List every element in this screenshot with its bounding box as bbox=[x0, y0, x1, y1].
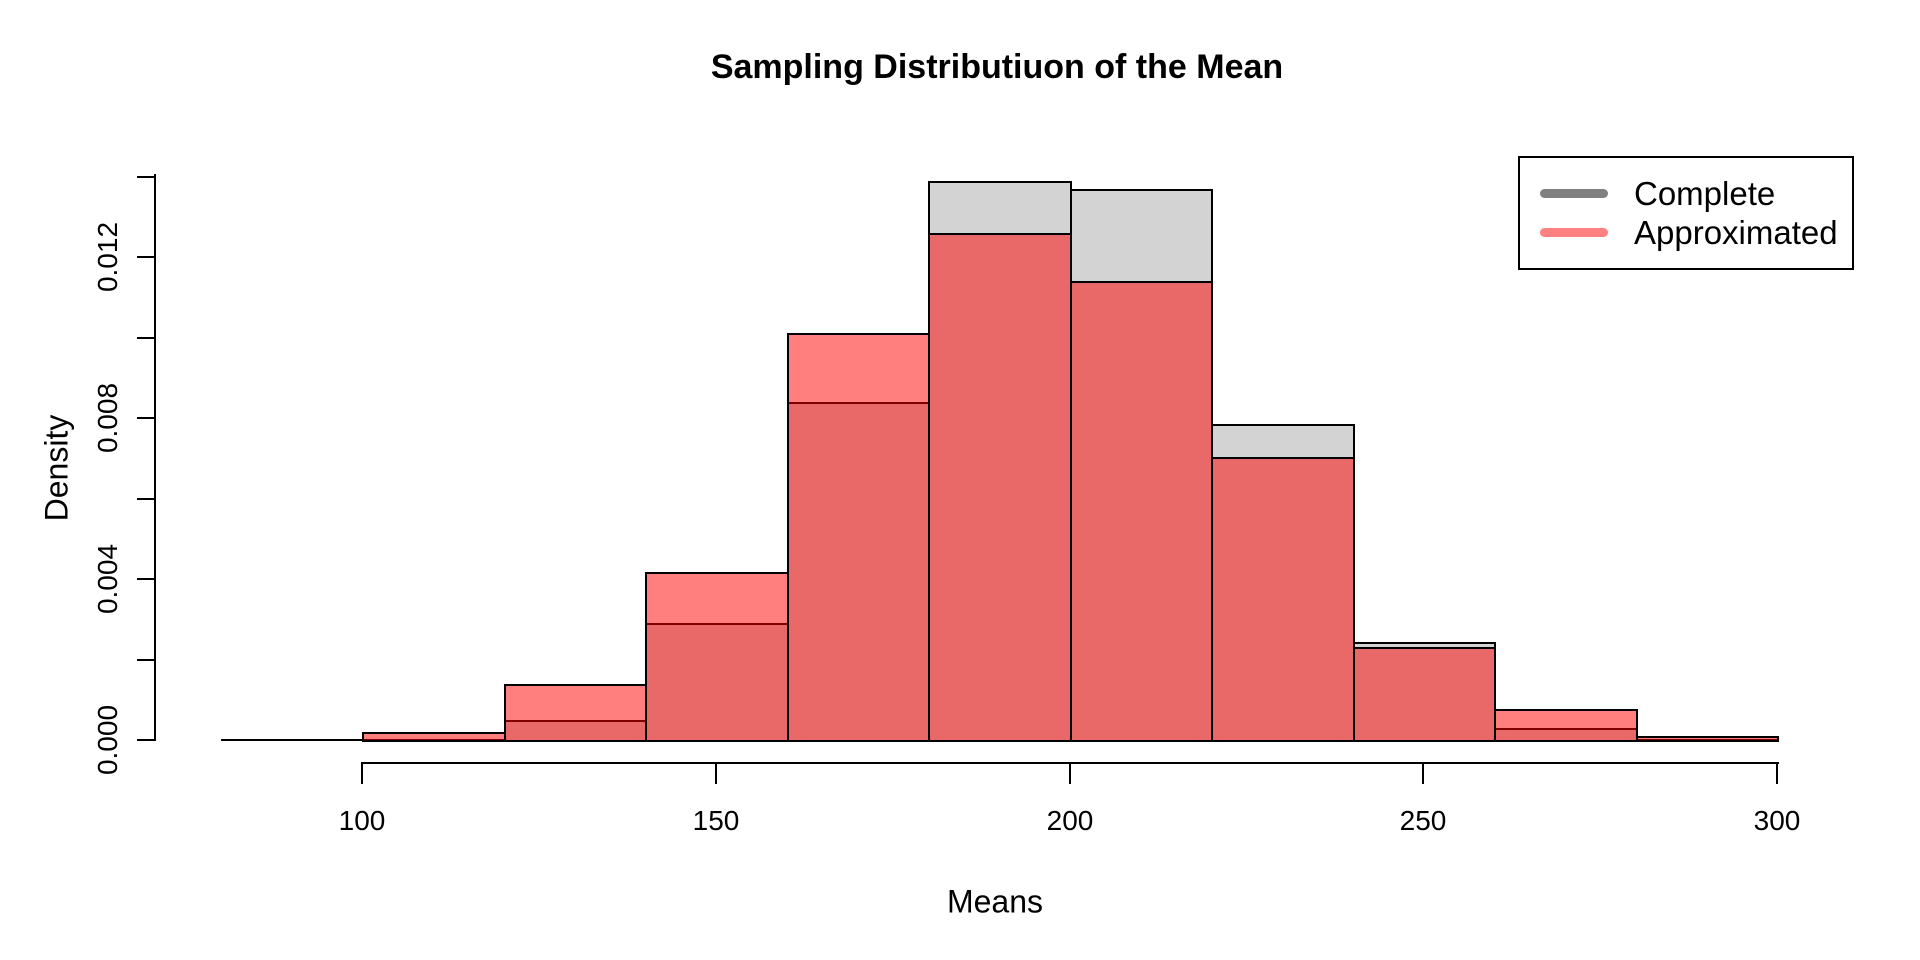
legend-line-complete-icon bbox=[1540, 189, 1608, 198]
x-axis-tick bbox=[715, 764, 717, 784]
legend: Complete Approximated bbox=[1518, 156, 1854, 270]
x-tick-label: 200 bbox=[1046, 805, 1094, 836]
y-axis-tick bbox=[137, 578, 156, 580]
legend-entry-complete: Complete bbox=[1520, 174, 1852, 213]
y-tick-label: 0.004 bbox=[92, 543, 123, 615]
y-axis-tick bbox=[137, 498, 156, 500]
legend-label-approximated: Approximated bbox=[1634, 213, 1838, 251]
y-tick-label: 0.008 bbox=[92, 382, 123, 454]
x-tick-label: 300 bbox=[1753, 805, 1801, 836]
y-axis-tick bbox=[137, 256, 156, 258]
y-tick-label: 0.012 bbox=[92, 221, 123, 293]
bar-approximated bbox=[1353, 647, 1496, 742]
bar-approximated bbox=[504, 684, 647, 742]
bar-approximated bbox=[928, 233, 1072, 742]
y-axis-tick bbox=[137, 176, 156, 178]
legend-entry-approximated: Approximated bbox=[1520, 213, 1852, 252]
bar-approximated bbox=[1494, 709, 1638, 742]
legend-line-approximated-icon bbox=[1540, 228, 1608, 237]
y-tick-label: 0.000 bbox=[92, 704, 123, 776]
x-axis-line bbox=[361, 762, 1779, 764]
y-axis-tick bbox=[137, 337, 156, 339]
chart-title: Sampling Distributiuon of the Mean bbox=[710, 48, 1284, 86]
x-axis-title: Means bbox=[946, 883, 1044, 920]
x-tick-label: 150 bbox=[692, 805, 740, 836]
x-axis-tick bbox=[1422, 764, 1424, 784]
bar-approximated bbox=[1211, 457, 1355, 742]
bar-approximated bbox=[1636, 736, 1779, 742]
x-axis-tick bbox=[1069, 764, 1071, 784]
bar-approximated bbox=[362, 732, 506, 742]
y-axis-tick bbox=[137, 659, 156, 661]
y-axis-tick bbox=[137, 417, 156, 419]
bar-approximated bbox=[645, 572, 789, 742]
x-axis-tick bbox=[361, 764, 363, 784]
bar-approximated bbox=[787, 333, 930, 742]
x-tick-label: 100 bbox=[338, 805, 386, 836]
x-axis-tick bbox=[1776, 764, 1778, 784]
x-tick-label: 250 bbox=[1399, 805, 1447, 836]
y-axis-tick bbox=[137, 739, 156, 741]
y-axis-line bbox=[154, 174, 156, 741]
legend-label-complete: Complete bbox=[1634, 174, 1776, 212]
bar-approximated bbox=[1070, 281, 1213, 742]
